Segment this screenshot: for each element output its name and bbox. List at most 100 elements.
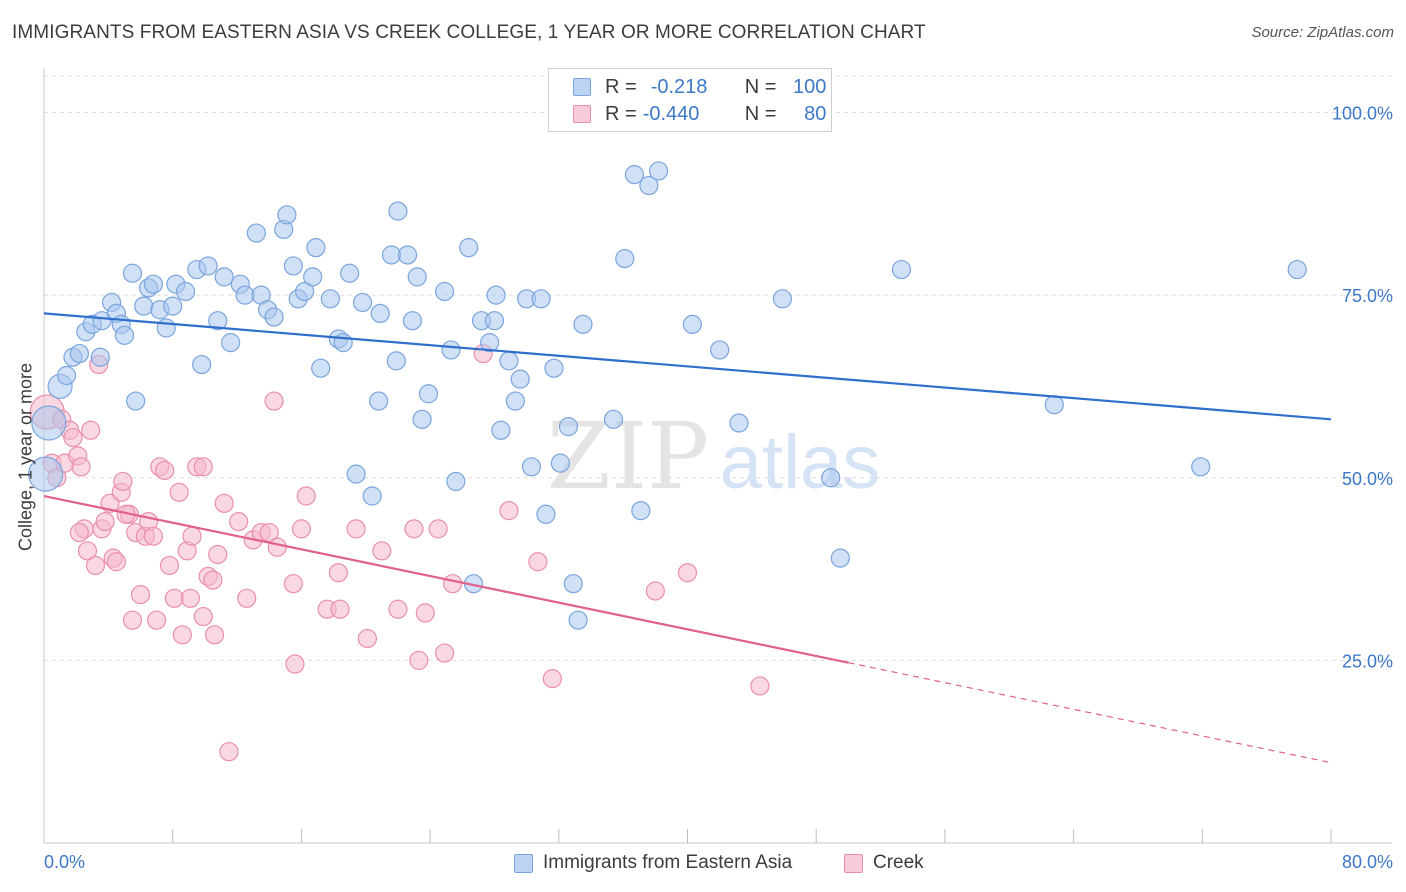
creek-point xyxy=(264,391,284,411)
eastern-asia-points xyxy=(28,161,1307,630)
bottom-legend-label: Creek xyxy=(873,852,924,873)
chart-title: IMMIGRANTS FROM EASTERN ASIA VS CREEK CO… xyxy=(12,22,926,43)
eastern-asia-point xyxy=(505,391,525,411)
eastern-asia-point xyxy=(235,285,255,305)
eastern-asia-point xyxy=(369,391,389,411)
creek-point xyxy=(388,599,408,619)
eastern-asia-point xyxy=(446,471,466,492)
eastern-asia-point xyxy=(631,501,651,521)
eastern-asia-point xyxy=(563,574,583,594)
creek-point xyxy=(208,544,228,565)
creek-point xyxy=(229,511,249,532)
axes xyxy=(43,68,1392,844)
eastern-asia-point xyxy=(134,296,154,316)
correlation-legend: R = -0.218 N = 100 R = -0.440 N = 80 xyxy=(548,68,832,132)
trend-line xyxy=(43,494,849,664)
y-tick-label: 75.0% xyxy=(1342,286,1393,306)
eastern-asia-point xyxy=(246,223,266,243)
eastern-asia-point xyxy=(90,347,110,367)
eastern-asia-point xyxy=(362,486,382,506)
legend-swatch-pink xyxy=(573,105,591,123)
eastern-asia-point xyxy=(441,340,461,360)
y-tick-label: 50.0% xyxy=(1342,469,1393,489)
eastern-asia-point xyxy=(486,285,506,305)
y-axis-label: College, 1 year or more xyxy=(15,362,36,552)
eastern-asia-point xyxy=(544,358,564,378)
eastern-asia-point xyxy=(615,249,635,269)
creek-point xyxy=(357,628,377,649)
eastern-asia-point xyxy=(277,205,297,225)
creek-point xyxy=(85,555,106,576)
eastern-asia-point xyxy=(459,238,479,258)
legend-r-label: R = xyxy=(605,102,637,125)
creek-point xyxy=(143,526,163,546)
creek-point xyxy=(415,603,435,623)
creek-point xyxy=(296,486,316,506)
creek-point xyxy=(159,555,180,576)
creek-point xyxy=(193,606,213,627)
eastern-asia-point xyxy=(31,405,67,441)
creek-point xyxy=(750,676,770,696)
eastern-asia-point xyxy=(283,256,303,276)
creek-point xyxy=(130,585,151,605)
y-tick-labels: 25.0% 50.0% 75.0% 100.0% xyxy=(1332,104,1393,672)
eastern-asia-point xyxy=(1044,395,1064,415)
eastern-asia-point xyxy=(568,610,588,630)
creek-point xyxy=(164,588,184,608)
eastern-asia-point xyxy=(412,409,432,429)
creek-point xyxy=(113,471,133,492)
eastern-asia-point xyxy=(306,238,326,258)
eastern-asia-point xyxy=(710,340,730,360)
creek-point xyxy=(328,563,349,583)
eastern-asia-point xyxy=(56,365,77,386)
creek-point xyxy=(443,574,463,594)
creek-point xyxy=(182,526,202,546)
eastern-asia-point xyxy=(143,274,163,294)
eastern-asia-point xyxy=(221,333,241,353)
creek-point xyxy=(677,563,698,583)
eastern-asia-point xyxy=(536,504,556,524)
legend-swatch-blue xyxy=(573,78,591,96)
watermark-atlas: atlas xyxy=(720,420,881,505)
x-min-label: 0.0% xyxy=(44,852,86,872)
bottom-legend-label: Immigrants from Eastern Asia xyxy=(543,852,793,873)
creek-point xyxy=(204,625,225,645)
creek-point xyxy=(219,742,239,762)
legend-row-eastern-asia: R = -0.218 N = 100 xyxy=(549,74,826,100)
eastern-asia-point xyxy=(208,311,228,331)
source-credit: Source: ZipAtlas.com xyxy=(1251,24,1394,41)
eastern-asia-point xyxy=(352,292,373,313)
eastern-asia-point xyxy=(682,314,702,334)
eastern-asia-point xyxy=(346,464,366,484)
creek-point xyxy=(63,427,83,448)
eastern-asia-point xyxy=(830,548,850,568)
creek-point xyxy=(169,482,189,502)
creek-point xyxy=(372,541,392,561)
eastern-asia-point xyxy=(772,289,793,309)
creek-point xyxy=(69,522,89,543)
legend-r-label: R = xyxy=(605,75,637,98)
eastern-asia-point xyxy=(821,468,841,488)
legend-n-value: 80 xyxy=(804,102,827,125)
eastern-asia-point xyxy=(303,267,323,287)
creek-point xyxy=(106,552,126,572)
legend-n-value: 100 xyxy=(793,75,827,98)
x-max-label: 80.0% xyxy=(1341,852,1393,872)
eastern-asia-point xyxy=(126,391,146,411)
bottom-legend-swatch-blue xyxy=(514,853,533,873)
eastern-asia-point xyxy=(499,351,519,371)
legend-row-creek: R = -0.440 N = 80 xyxy=(549,101,826,127)
creek-point xyxy=(291,519,311,539)
creek-point xyxy=(528,552,548,572)
creek-point xyxy=(499,501,519,521)
creek-point xyxy=(147,610,167,630)
eastern-asia-point xyxy=(491,420,511,440)
eastern-asia-point xyxy=(295,281,315,302)
legend-n-label: N = xyxy=(744,75,777,98)
eastern-asia-point xyxy=(198,256,218,276)
eastern-asia-point xyxy=(114,325,135,345)
creek-point xyxy=(542,669,562,689)
creek-point xyxy=(172,625,192,645)
eastern-asia-point xyxy=(510,369,530,389)
eastern-asia-point xyxy=(192,354,212,375)
